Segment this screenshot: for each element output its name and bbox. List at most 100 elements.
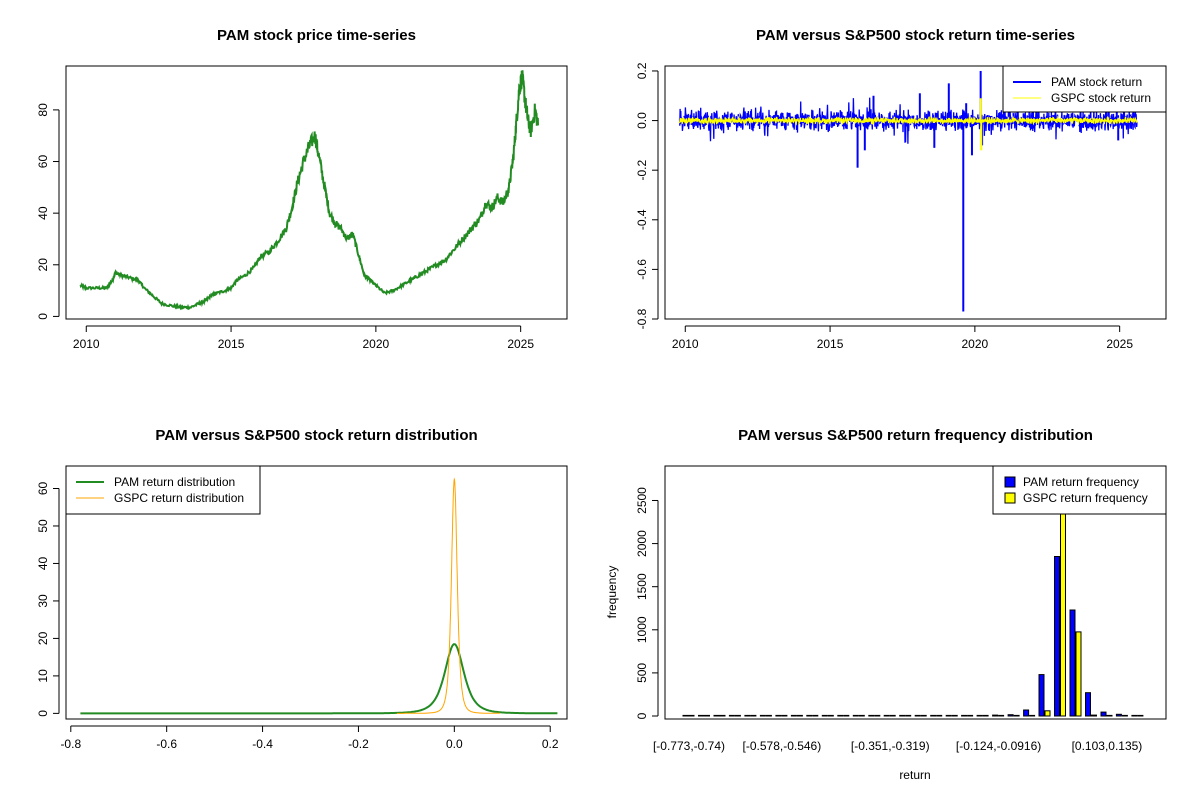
bar-gspc <box>1060 508 1066 717</box>
x-tick-label: 2025 <box>507 337 534 351</box>
bar-pam <box>744 714 751 717</box>
chart-title: PAM stock price time-series <box>217 27 416 44</box>
y-tick-label: 2000 <box>635 530 649 557</box>
bar-gspc <box>688 714 695 717</box>
bar-pam <box>945 714 952 717</box>
bar-pam <box>821 714 828 717</box>
bar-gspc <box>1106 714 1113 717</box>
legend-label: GSPC return distribution <box>114 491 244 505</box>
bar-gspc <box>812 714 819 717</box>
legend-box <box>65 465 261 515</box>
bar-pam <box>976 714 983 717</box>
x-tick-label: [-0.773,-0.74) <box>653 739 725 753</box>
series-line-pam-price <box>79 70 539 311</box>
bar-pam <box>728 714 735 717</box>
bar-pam <box>1085 692 1091 717</box>
series-line-pam-density <box>80 643 558 715</box>
bar-pam <box>1038 674 1045 717</box>
bar-gspc <box>889 714 896 717</box>
x-tick-label: 0.2 <box>542 737 559 751</box>
bar-pam <box>698 714 704 717</box>
bar-gspc <box>967 714 974 717</box>
y-tick-label: -0.6 <box>635 259 649 280</box>
y-tick-label: 0 <box>36 313 50 320</box>
bar-gspc <box>998 714 1005 717</box>
x-tick-label: 0.0 <box>446 737 463 751</box>
bar-pam <box>713 714 720 717</box>
x-tick-label: 2025 <box>1106 337 1133 351</box>
bar-pam <box>868 714 875 717</box>
y-tick-label: 1500 <box>635 573 649 600</box>
legend-label: PAM return distribution <box>114 475 235 489</box>
bar-gspc <box>750 714 757 717</box>
legend-label: GSPC stock return <box>1051 91 1151 105</box>
y-tick-label: 20 <box>36 631 50 645</box>
bar-gspc <box>858 714 865 717</box>
bar-pam <box>961 714 968 717</box>
y-tick-label: 0.2 <box>635 62 649 79</box>
bar-pam <box>930 714 937 717</box>
plot-frame <box>664 465 1167 720</box>
y-tick-label: -0.8 <box>635 308 649 329</box>
x-tick-label: 2010 <box>73 337 100 351</box>
bar-gspc <box>734 714 741 717</box>
y-tick-label: 10 <box>36 669 50 683</box>
y-tick-label: 0.0 <box>635 112 649 129</box>
chart-title: PAM versus S&P500 return frequency distr… <box>738 427 1093 444</box>
legend-box <box>992 465 1167 515</box>
plot-frame <box>65 465 568 720</box>
bar-pam <box>837 714 844 717</box>
bar-pam <box>852 714 859 717</box>
bar-gspc <box>1075 631 1082 717</box>
bar-gspc <box>796 714 803 717</box>
bar-pam <box>1007 714 1014 717</box>
bar-pam <box>682 714 689 717</box>
y-tick-label: 1000 <box>635 616 649 643</box>
x-tick-label: 2015 <box>817 337 844 351</box>
bar-pam <box>1054 556 1060 717</box>
bar-gspc <box>1137 714 1144 717</box>
y-tick-label: 0 <box>635 712 649 719</box>
bar-pam <box>1100 711 1107 717</box>
x-tick-label: [0.103,0.135) <box>1072 739 1143 753</box>
bar-gspc <box>1121 714 1128 717</box>
x-tick-label: 2020 <box>962 337 989 351</box>
bar-gspc <box>936 714 943 717</box>
y-tick-label: 80 <box>36 103 50 117</box>
bar-pam <box>992 714 999 717</box>
y-tick-label: 40 <box>36 556 50 570</box>
legend-label: GSPC return frequency <box>1023 491 1148 505</box>
legend-label: PAM stock return <box>1051 75 1142 89</box>
bar-gspc <box>781 714 788 717</box>
bar-pam <box>806 714 813 717</box>
x-tick-label: -0.8 <box>60 737 81 751</box>
y-tick-label: 60 <box>36 155 50 169</box>
bar-pam <box>1023 709 1030 717</box>
bar-gspc <box>765 714 772 717</box>
bar-gspc <box>920 714 927 717</box>
y-tick-label: 0 <box>36 710 50 717</box>
x-tick-label: -0.4 <box>252 737 273 751</box>
y-tick-label: 30 <box>36 594 50 608</box>
y-axis-label: frequency <box>605 566 619 619</box>
bar-pam <box>790 714 797 717</box>
bar-gspc <box>704 714 710 717</box>
x-tick-label: [-0.578,-0.546) <box>743 739 822 753</box>
bar-gspc <box>843 714 850 717</box>
bar-pam <box>914 714 921 717</box>
legend-swatch <box>1004 492 1016 504</box>
legend-swatch <box>1004 476 1016 488</box>
chart-title: PAM versus S&P500 stock return distribut… <box>155 427 477 444</box>
y-tick-label: 40 <box>36 206 50 220</box>
bar-pam <box>1115 713 1122 717</box>
bar-gspc <box>719 714 726 717</box>
bar-gspc <box>982 714 989 717</box>
bar-pam <box>1131 714 1138 717</box>
bar-gspc <box>1013 714 1020 717</box>
x-tick-label: 2020 <box>363 337 390 351</box>
x-tick-label: -0.6 <box>156 737 177 751</box>
x-tick-label: 2015 <box>218 337 245 351</box>
y-tick-label: 60 <box>36 481 50 495</box>
bar-gspc <box>1091 714 1097 717</box>
